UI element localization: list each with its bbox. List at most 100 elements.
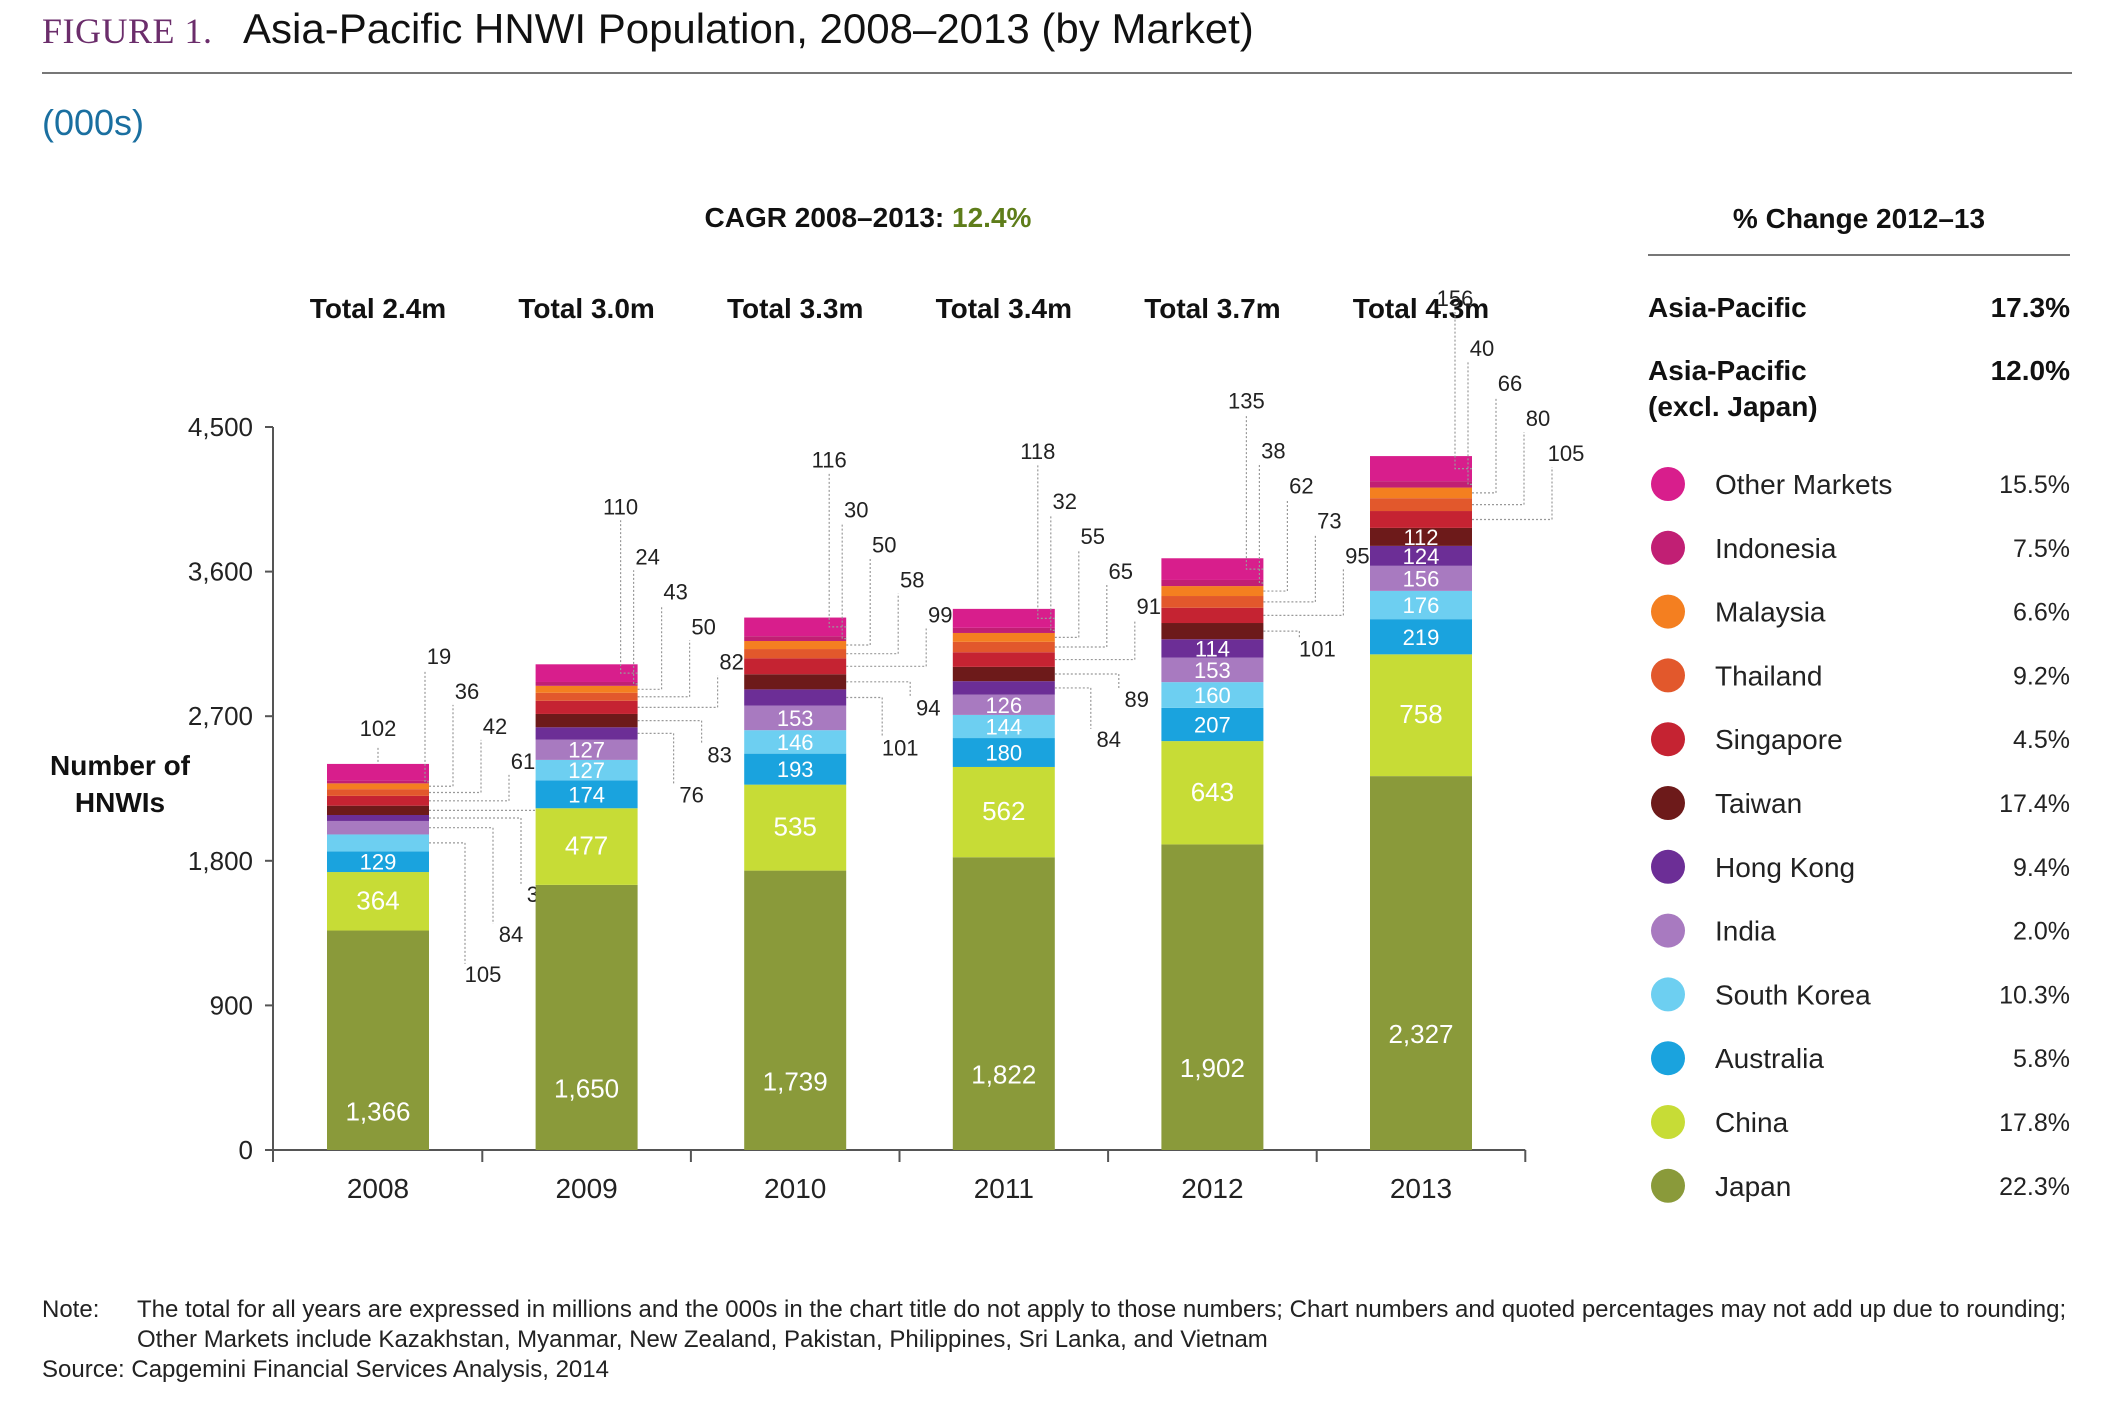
bar-segment-australia bbox=[1370, 619, 1472, 655]
bar-segment-australia bbox=[535, 780, 638, 809]
callout-value-label: 73 bbox=[1317, 508, 1341, 533]
bar-value-label: 364 bbox=[356, 885, 399, 915]
callout-leader bbox=[1467, 362, 1472, 485]
bar-segment-singapore bbox=[535, 700, 638, 714]
callout-leader bbox=[1037, 464, 1055, 619]
callout-leader bbox=[1054, 549, 1080, 638]
bar-segment-australia bbox=[327, 851, 429, 873]
figure-title: Asia-Pacific HNWI Population, 2008–2013 … bbox=[243, 5, 1254, 52]
callout-leader bbox=[1263, 499, 1289, 592]
callout-leader bbox=[828, 473, 847, 628]
callout-leader bbox=[429, 842, 466, 964]
bar-segment-indonesia bbox=[1161, 579, 1264, 587]
note-label: Note: bbox=[42, 1296, 100, 1323]
legend-swatch bbox=[1651, 913, 1685, 948]
y-tick-label: 1,800 bbox=[188, 846, 253, 876]
callout-value-label: 89 bbox=[1125, 687, 1149, 712]
callout-value-label: 101 bbox=[882, 736, 919, 761]
callout-leader bbox=[1472, 432, 1525, 506]
callout-leader bbox=[632, 570, 638, 685]
summary-label: Asia-Pacific bbox=[1648, 292, 1807, 323]
cagr-text: CAGR 2008–2013: bbox=[705, 202, 952, 233]
units-label: (000s) bbox=[42, 102, 145, 143]
bar-segment-other-markets bbox=[744, 617, 847, 637]
y-tick-label: 0 bbox=[239, 1135, 253, 1165]
bar-segment-australia bbox=[952, 738, 1055, 767]
legend-change-value: 9.4% bbox=[2013, 854, 2070, 882]
bar-value-label: 219 bbox=[1403, 625, 1440, 650]
callout-leader bbox=[429, 704, 454, 787]
callout-value-label: 43 bbox=[663, 579, 687, 604]
legend-market-label: Malaysia bbox=[1715, 597, 1826, 628]
bar-segment-hong-kong bbox=[535, 727, 638, 740]
bar-segment-australia bbox=[1161, 707, 1264, 742]
callout-leader bbox=[1472, 397, 1497, 494]
callout-leader bbox=[1050, 514, 1055, 632]
callout-value-label: 66 bbox=[1498, 371, 1522, 396]
legend-change-value: 5.8% bbox=[2013, 1045, 2070, 1073]
legend-market-label: Hong Kong bbox=[1715, 852, 1855, 883]
legend-market-label: South Korea bbox=[1715, 979, 1871, 1010]
callout-value-label: 30 bbox=[844, 498, 868, 523]
bar-segment-hong-kong bbox=[327, 815, 429, 821]
bar-segment-india bbox=[535, 739, 638, 760]
bar-segment-south-korea bbox=[535, 759, 638, 781]
callout-value-label: 102 bbox=[360, 716, 397, 741]
callout-leader bbox=[1454, 312, 1472, 470]
bar-value-label: 127 bbox=[568, 758, 605, 783]
callout-value-label: 24 bbox=[635, 544, 659, 569]
callout-value-label: 105 bbox=[1548, 441, 1585, 466]
callout-value-label: 40 bbox=[1470, 336, 1494, 361]
note-text: The total for all years are expressed in… bbox=[137, 1296, 2067, 1353]
bar-segment-india bbox=[744, 705, 847, 731]
callout-leader bbox=[637, 605, 663, 690]
bar-value-label: 114 bbox=[1195, 636, 1230, 661]
callout-value-label: 84 bbox=[499, 922, 523, 947]
legend-change-value: 4.5% bbox=[2013, 726, 2070, 754]
bar-segment-india bbox=[327, 820, 429, 835]
legend-change-value: 10.3% bbox=[1999, 981, 2070, 1009]
bar-value-label: 562 bbox=[982, 796, 1025, 826]
bar-value-label: 193 bbox=[777, 757, 814, 782]
bar-segment-taiwan bbox=[535, 713, 638, 728]
bar-value-label: 176 bbox=[1403, 593, 1440, 618]
bar-segment-japan bbox=[952, 857, 1055, 1150]
bar-total-label: Total 3.0m bbox=[518, 293, 654, 324]
bar-segment-china bbox=[1370, 654, 1472, 777]
callout-leader bbox=[429, 774, 510, 802]
bar-value-label: 160 bbox=[1194, 683, 1231, 708]
title-divider bbox=[42, 72, 2072, 74]
summary-value: 17.3% bbox=[1991, 292, 2070, 323]
bar-segment-south-korea bbox=[952, 714, 1055, 739]
change-table-header: % Change 2012–13 bbox=[1733, 203, 1985, 234]
legend-market-label: Indonesia bbox=[1715, 533, 1837, 564]
bar-segment-hong-kong bbox=[952, 681, 1055, 695]
bar-segment-south-korea bbox=[1161, 682, 1264, 708]
callout-value-label: 42 bbox=[483, 714, 507, 739]
bar-segment-malaysia bbox=[1370, 487, 1472, 499]
bar-segment-indonesia bbox=[1370, 481, 1472, 488]
legend-market-label: Japan bbox=[1715, 1171, 1791, 1202]
callout-leader bbox=[1054, 687, 1092, 729]
bar-segment-india bbox=[1161, 657, 1264, 683]
callout-leader bbox=[846, 593, 899, 655]
summary-value: 12.0% bbox=[1991, 355, 2070, 386]
bar-segment-japan bbox=[1370, 776, 1472, 1150]
bar-value-label: 1,739 bbox=[763, 1066, 828, 1096]
bar-total-label: Total 3.3m bbox=[727, 293, 863, 324]
callout-leader bbox=[1263, 630, 1301, 639]
legend-market-label: Taiwan bbox=[1715, 788, 1802, 819]
callout-value-label: 95 bbox=[1345, 543, 1369, 568]
legend-market-label: Thailand bbox=[1715, 660, 1822, 691]
callout-leader bbox=[619, 520, 638, 674]
bar-value-label: 643 bbox=[1191, 777, 1234, 807]
figure-label: FIGURE 1. bbox=[42, 11, 213, 51]
bar-value-label: 153 bbox=[777, 706, 814, 731]
bar-value-label: 477 bbox=[565, 831, 608, 861]
y-axis-title-line1: Number of bbox=[50, 750, 191, 781]
bar-value-label: 535 bbox=[774, 812, 817, 842]
legend-change-value: 15.5% bbox=[1999, 471, 2070, 499]
callout-value-label: 105 bbox=[465, 962, 502, 987]
bar-segment-hong-kong bbox=[1161, 639, 1264, 658]
callout-value-label: 50 bbox=[872, 533, 896, 558]
